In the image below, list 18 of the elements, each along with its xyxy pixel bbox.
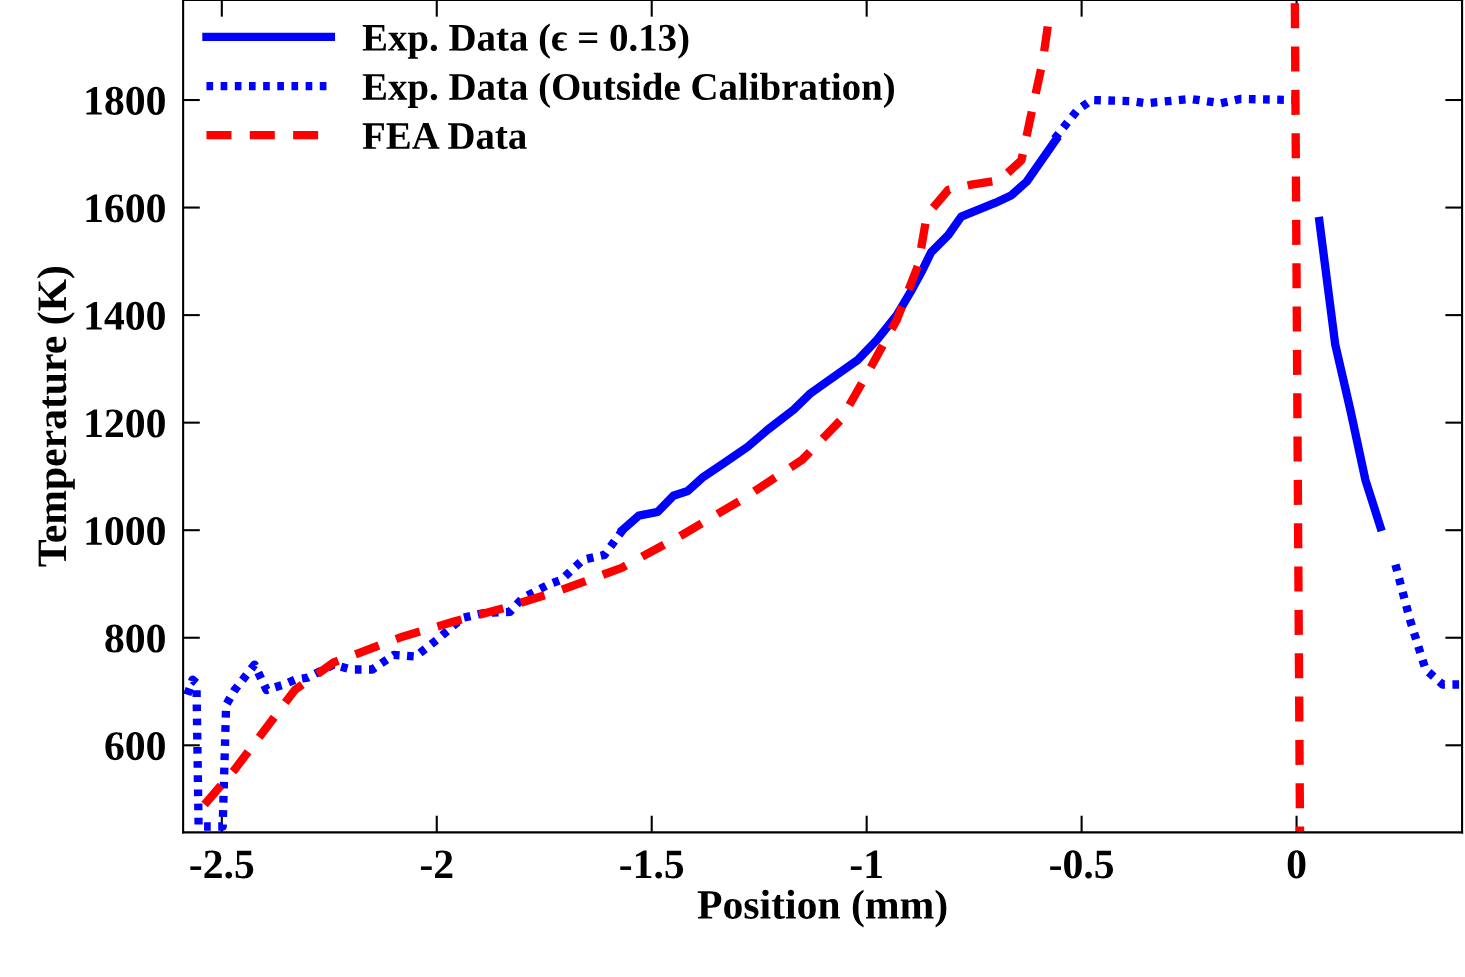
y-tick-label: 1200	[86, 409, 165, 438]
legend-label: Exp. Data (ϵ = 0.13)	[362, 23, 689, 59]
x-tick-label: -1.5	[620, 850, 684, 879]
legend-label: Exp. Data (Outside Calibration)	[362, 72, 894, 108]
y-tick-label: 1600	[86, 194, 165, 223]
y-tick-label: 600	[105, 732, 165, 761]
x-axis-title: Position (mm)	[697, 889, 947, 928]
y-tick-label: 1000	[86, 516, 165, 546]
x-tick-label: -0.5	[1050, 850, 1114, 879]
x-tick-label: -2.5	[190, 850, 254, 879]
y-tick-label: 1800	[86, 86, 165, 115]
x-tick-label: 0	[1287, 850, 1306, 879]
x-tick-label: -1	[850, 850, 882, 878]
y-tick-label: 800	[105, 624, 165, 653]
legend-label: FEA Data	[362, 123, 527, 150]
y-tick-label: 1400	[86, 301, 165, 330]
x-tick-label: -2	[420, 850, 453, 878]
y-axis-title: Temperature (K)	[37, 267, 75, 567]
